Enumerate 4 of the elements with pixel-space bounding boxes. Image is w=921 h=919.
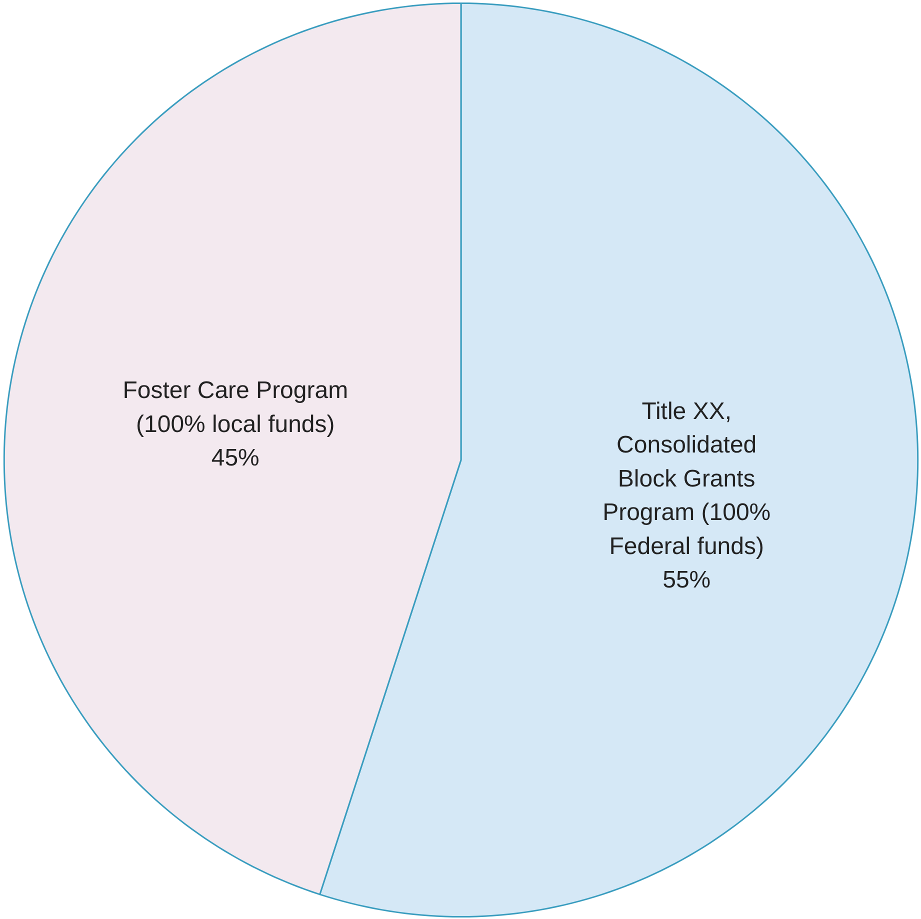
slice-label: Title XX, Consolidated Block Grants Program (100% Federal funds) [602,398,771,560]
slice-label: Foster Care Program (100% local funds) [122,377,348,438]
data-label: 55% [662,566,711,594]
data-label: 45% [211,444,260,472]
